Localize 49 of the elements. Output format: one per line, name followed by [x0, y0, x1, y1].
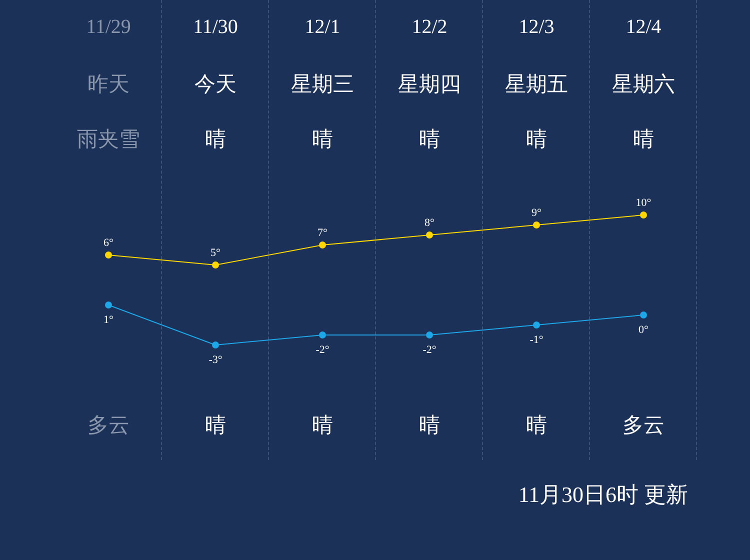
text: 晴: [418, 126, 441, 153]
data-label: 1°: [104, 314, 114, 326]
text: 晴: [632, 126, 655, 153]
point: [105, 302, 112, 308]
text: 晴: [525, 412, 548, 439]
data-label: 6°: [104, 237, 114, 249]
text: 星期四: [397, 71, 462, 98]
text: 晴: [311, 126, 334, 153]
point: [640, 212, 647, 218]
x-tick-label: 12/3: [518, 16, 556, 39]
point: [426, 232, 433, 238]
point: [426, 332, 433, 338]
text: 晴: [204, 412, 227, 439]
point: [212, 342, 219, 348]
data-label: -2°: [316, 344, 330, 356]
text: 晴: [204, 126, 227, 153]
point: [533, 222, 540, 228]
point: [533, 322, 540, 328]
point: [319, 242, 326, 248]
point: [640, 312, 647, 318]
data-label: 0°: [638, 324, 648, 336]
x-tick-label: 12/2: [410, 16, 448, 39]
text: 星期五: [504, 71, 569, 98]
point: [105, 252, 112, 258]
text: 星期三: [290, 71, 355, 98]
text: 雨夹雪: [76, 126, 141, 153]
data-label: 7°: [318, 227, 328, 239]
data-label: 10°: [636, 197, 652, 209]
data-label: -3°: [208, 354, 222, 366]
data-label: 5°: [210, 247, 220, 259]
text: 星期六: [611, 71, 676, 98]
x-tick-label: 12/1: [304, 16, 342, 39]
x-tick-label: 11/30: [192, 16, 239, 39]
point: [212, 262, 219, 268]
x-tick-label: 11/29: [85, 16, 132, 39]
text: 11月30日6时 更新: [518, 481, 688, 509]
text: 晴: [418, 412, 441, 439]
text: 今天: [194, 71, 238, 98]
data-label: 9°: [532, 207, 542, 219]
x-tick-label: 12/4: [624, 16, 662, 39]
text: 晴: [311, 412, 334, 439]
text: 晴: [525, 126, 548, 153]
text: 多云: [622, 412, 666, 439]
point: [319, 332, 326, 338]
text: 多云: [86, 412, 130, 439]
data-label: -1°: [530, 334, 544, 346]
data-label: -2°: [422, 344, 436, 356]
data-label: 8°: [424, 217, 434, 229]
text: 昨天: [86, 71, 130, 98]
